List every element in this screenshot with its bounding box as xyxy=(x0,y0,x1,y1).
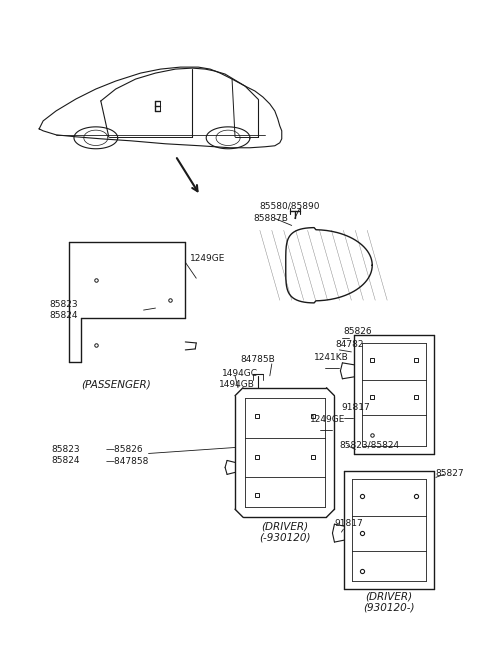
Text: 84782: 84782 xyxy=(336,340,364,350)
Polygon shape xyxy=(286,227,372,303)
Text: —847858: —847858 xyxy=(106,457,149,466)
Text: 84785B: 84785B xyxy=(240,355,275,365)
Text: —85826: —85826 xyxy=(106,445,144,454)
Text: (930120-): (930120-) xyxy=(363,603,415,613)
Text: 85827: 85827 xyxy=(436,469,465,478)
Text: 1494GB: 1494GB xyxy=(219,380,255,389)
Text: (-930120): (-930120) xyxy=(259,532,311,542)
Text: 1249GE: 1249GE xyxy=(190,254,226,263)
Text: 85826: 85826 xyxy=(343,327,372,336)
Text: (DRIVER): (DRIVER) xyxy=(366,592,413,602)
Text: (DRIVER): (DRIVER) xyxy=(261,521,308,531)
Text: 85823: 85823 xyxy=(51,445,80,454)
Text: 85887B: 85887B xyxy=(253,214,288,223)
Text: 91817: 91817 xyxy=(341,403,370,412)
Text: 1494GC: 1494GC xyxy=(222,369,258,378)
Text: 85580/85890: 85580/85890 xyxy=(260,201,320,210)
Text: 1249GE: 1249GE xyxy=(310,415,345,424)
Text: 85823: 85823 xyxy=(49,300,78,309)
Text: 85824: 85824 xyxy=(51,456,80,465)
Text: 85823/85824: 85823/85824 xyxy=(339,440,399,449)
Text: 1241KB: 1241KB xyxy=(313,353,348,363)
Text: 91817: 91817 xyxy=(335,518,363,528)
Text: (PASSENGER): (PASSENGER) xyxy=(81,380,151,390)
Text: 85824: 85824 xyxy=(49,311,78,319)
